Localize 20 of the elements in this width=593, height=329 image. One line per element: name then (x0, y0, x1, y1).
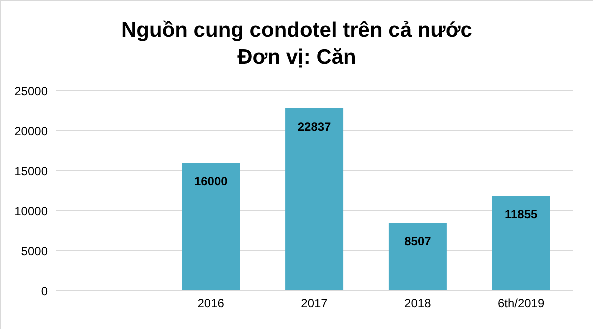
x-tick-label: 6th/2019 (498, 296, 545, 311)
data-label: 11855 (504, 208, 538, 222)
data-label: 8507 (404, 234, 432, 248)
bar (286, 108, 344, 291)
bar (182, 163, 240, 291)
bar (388, 222, 447, 291)
y-tick-label: 20000 (14, 124, 48, 138)
y-tick-label: 5000 (21, 244, 48, 258)
y-tick-label: 15000 (14, 164, 48, 178)
x-tick-label: 2016 (198, 296, 225, 311)
x-tick-label: 2017 (301, 296, 328, 311)
chart-title: Nguồn cung condotel trên cả nước (120, 18, 474, 44)
y-tick-label: 25000 (14, 84, 48, 98)
x-tick-label: 2018 (404, 296, 432, 311)
data-label: 22837 (298, 120, 332, 134)
data-label: 16000 (194, 174, 228, 189)
y-tick-label: 0 (41, 284, 48, 298)
y-tick-label: 10000 (14, 204, 48, 218)
chart-subtitle: Đơn vị: Căn (236, 45, 358, 71)
bar (492, 196, 550, 291)
